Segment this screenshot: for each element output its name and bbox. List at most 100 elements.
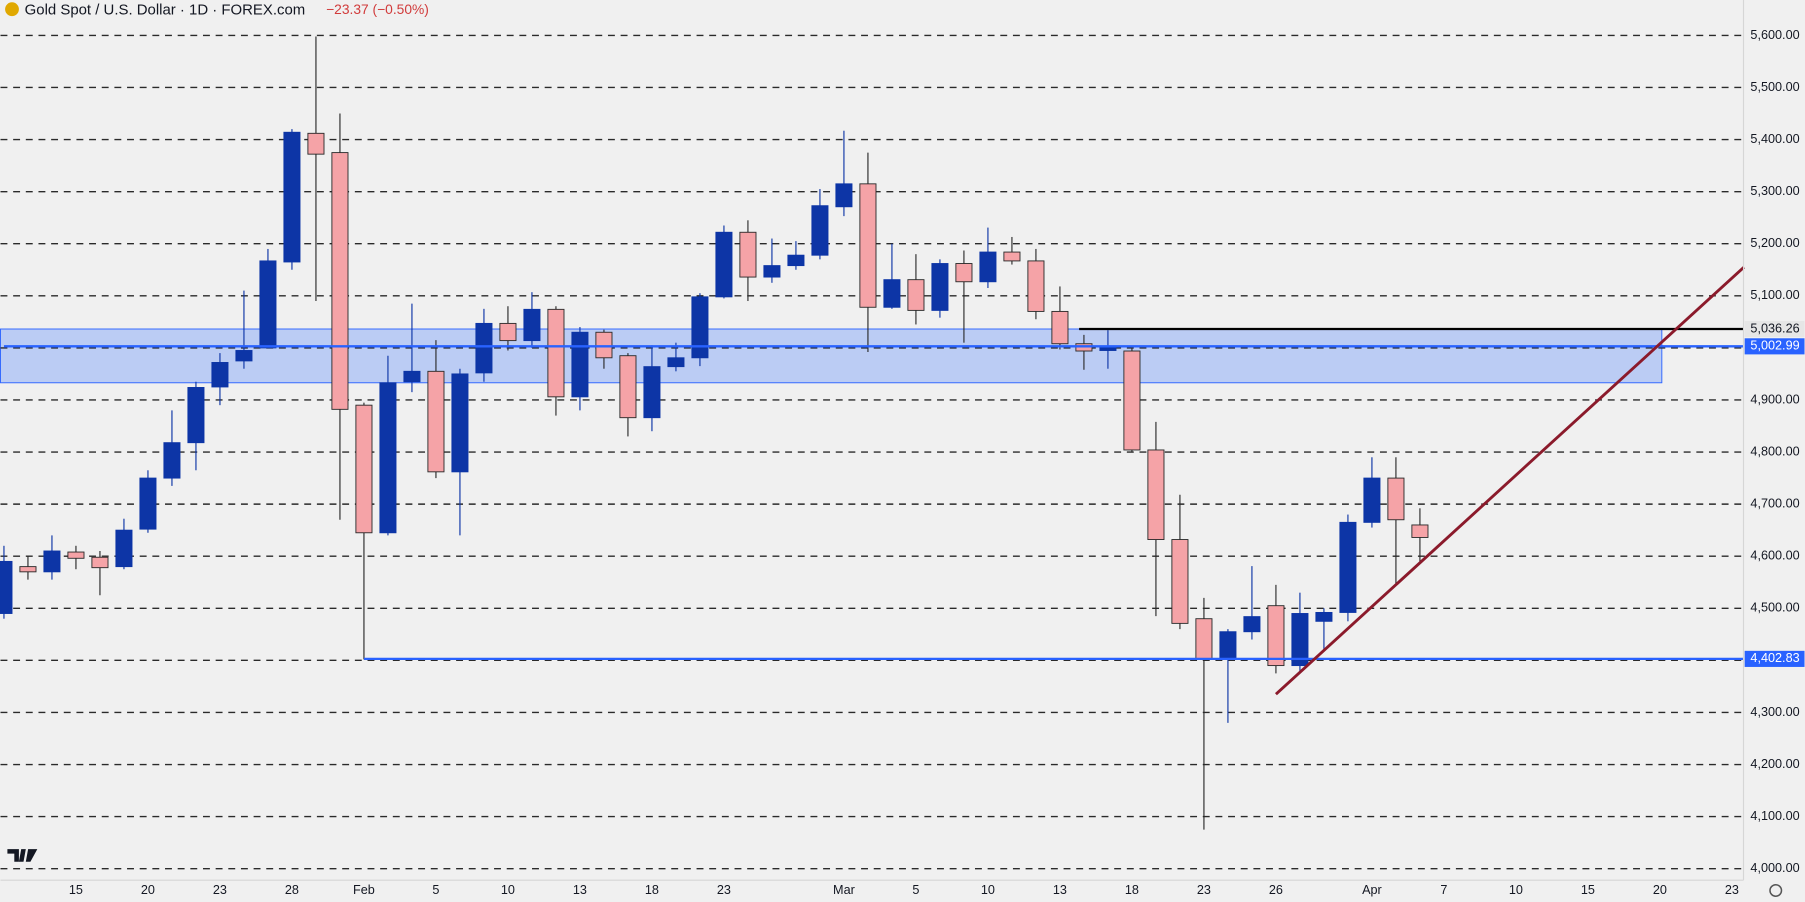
- y-tick-label: 4,200.00: [1750, 757, 1799, 771]
- candle-body: [1243, 616, 1261, 633]
- x-tick-label: 18: [645, 883, 659, 897]
- x-tick-label: Mar: [833, 883, 855, 897]
- candle-body: [835, 183, 853, 208]
- candle-body: [1147, 449, 1165, 541]
- candle-body: [451, 373, 469, 473]
- candle-body: [1123, 350, 1141, 451]
- candle-body: [1411, 524, 1429, 538]
- x-tick-label: 10: [1509, 883, 1523, 897]
- candle-body: [1267, 605, 1285, 667]
- x-tick-label: 23: [1197, 883, 1211, 897]
- candle-body: [235, 350, 253, 362]
- candle-body: [1291, 613, 1309, 667]
- candle-body: [331, 152, 349, 410]
- candle-body: [1219, 631, 1237, 660]
- x-tick-label: 23: [213, 883, 227, 897]
- candle-body: [715, 231, 733, 298]
- x-tick-label: 18: [1125, 883, 1139, 897]
- candle-body: [211, 362, 229, 388]
- candle-body: [1027, 260, 1045, 312]
- candle-body: [1315, 611, 1333, 622]
- x-tick-label: 20: [1653, 883, 1667, 897]
- logo: [7, 849, 38, 862]
- candle-body: [547, 308, 565, 398]
- y-tick-label: 4,700.00: [1750, 496, 1799, 510]
- candle-body: [403, 370, 421, 383]
- x-tick-label: 5: [432, 883, 439, 897]
- x-tick-label: 15: [69, 883, 83, 897]
- candle-body: [931, 263, 949, 311]
- chart-title: Gold Spot / U.S. Dollar · 1D · FOREX.com: [25, 1, 306, 18]
- x-tick-label: Feb: [353, 883, 375, 897]
- y-tick-label: 5,600.00: [1750, 28, 1799, 42]
- candle-body: [595, 331, 613, 359]
- y-tick-label: 4,000.00: [1750, 861, 1799, 875]
- y-tick-label: 5,200.00: [1750, 236, 1799, 250]
- candle-body: [643, 366, 661, 419]
- plot: 4,000.004,100.004,200.004,300.004,400.00…: [0, 28, 1805, 897]
- candle-body: [283, 131, 301, 263]
- settings-icon[interactable]: [1769, 883, 1783, 897]
- candle-body: [1051, 310, 1069, 345]
- candle-body: [763, 265, 781, 278]
- candle-body: [955, 263, 973, 283]
- y-tick-label: 4,300.00: [1750, 705, 1799, 719]
- x-tick-label: 13: [573, 883, 587, 897]
- zone: [0, 328, 1663, 384]
- y-tick-label: 4,500.00: [1750, 601, 1799, 615]
- x-tick-label: 23: [1725, 883, 1739, 897]
- x-tick-label: 7: [1440, 883, 1447, 897]
- candle-body: [307, 132, 325, 155]
- candle-body: [1171, 539, 1189, 624]
- symbol-icon: [5, 2, 19, 17]
- x-tick-label: 28: [285, 883, 299, 897]
- candle-body: [523, 308, 541, 342]
- y-tick-label: 4,900.00: [1750, 392, 1799, 406]
- candle-body: [427, 370, 445, 473]
- x-tick-label: 5: [912, 883, 919, 897]
- change-label: −23.37 (−0.50%): [326, 2, 429, 17]
- candle-body: [67, 551, 85, 559]
- x-tick-label: 26: [1269, 883, 1283, 897]
- y-tick-label: 5,500.00: [1750, 80, 1799, 94]
- candle-body: [499, 322, 517, 342]
- candle-body: [859, 183, 877, 308]
- candle-body: [91, 556, 109, 569]
- candle-body: [1195, 618, 1213, 660]
- candle-body: [187, 387, 205, 444]
- candle-body: [475, 322, 493, 374]
- candle-body: [691, 296, 709, 359]
- x-tick-label: 10: [981, 883, 995, 897]
- candle-body: [139, 477, 157, 530]
- level-label-bg: [1744, 338, 1805, 355]
- trendline: [1274, 266, 1745, 696]
- y-tick-label: 4,600.00: [1750, 549, 1799, 563]
- candle-body: [379, 382, 397, 534]
- candle-body: [619, 355, 637, 419]
- x-tick-label: 15: [1581, 883, 1595, 897]
- candle-body: [1387, 477, 1405, 521]
- x-tick-label: 13: [1053, 883, 1067, 897]
- candle-body: [355, 404, 373, 534]
- candle-body: [667, 357, 685, 368]
- candle-body: [811, 205, 829, 256]
- candle-body: [163, 442, 181, 479]
- level-label: 4,402.83: [1750, 651, 1799, 665]
- y-tick-label: 4,800.00: [1750, 444, 1799, 458]
- candle-body: [19, 566, 37, 573]
- candle-body: [1339, 521, 1357, 613]
- candle-body: [1099, 347, 1117, 351]
- x-tick-label: 23: [717, 883, 731, 897]
- candle-body: [907, 279, 925, 311]
- level-label-bg: [1744, 320, 1805, 338]
- candle-body: [979, 251, 997, 283]
- y-tick-label: 4,100.00: [1750, 809, 1799, 823]
- candle-body: [115, 529, 133, 568]
- level-label: 5,036.26: [1750, 321, 1799, 335]
- x-tick-label: 20: [141, 883, 155, 897]
- candle-body: [571, 331, 589, 398]
- candle-body: [1363, 477, 1381, 523]
